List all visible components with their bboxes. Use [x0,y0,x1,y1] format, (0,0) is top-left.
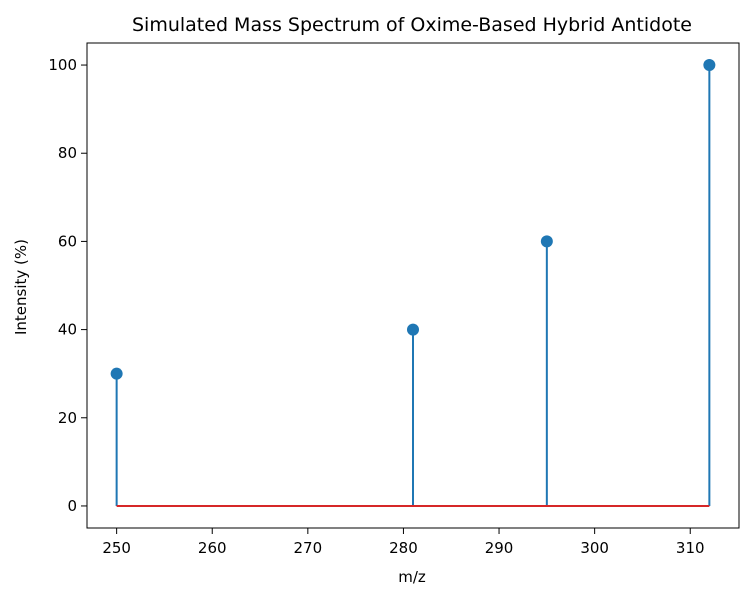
x-axis-label: m/z [398,568,426,586]
chart-title: Simulated Mass Spectrum of Oxime-Based H… [132,14,692,36]
stem-marker [110,367,123,380]
stem-marker [540,235,553,248]
stem-marker [407,323,419,336]
axes-frame [86,42,740,529]
x-tick-label: 300 [580,539,609,557]
y-tick-label: 0 [67,497,77,515]
y-axis-label: Intensity (%) [12,239,30,335]
x-tick-label: 260 [198,539,227,557]
x-tick-label: 290 [485,539,514,557]
y-tick-label: 80 [58,144,77,162]
stem-marker [703,59,716,72]
y-tick-label: 40 [58,321,77,339]
y-tick-label: 20 [58,409,77,427]
x-axis: 250 260 270 280 290 300 310 [102,528,705,557]
x-tick-label: 280 [389,539,418,557]
x-tick-label: 310 [676,539,705,557]
x-tick-label: 270 [294,539,323,557]
y-axis: 0 20 40 60 80 100 [48,56,87,515]
y-tick-label: 60 [58,232,77,250]
plot-area [110,59,716,507]
x-tick-label: 250 [102,539,131,557]
y-tick-label: 100 [48,56,77,74]
